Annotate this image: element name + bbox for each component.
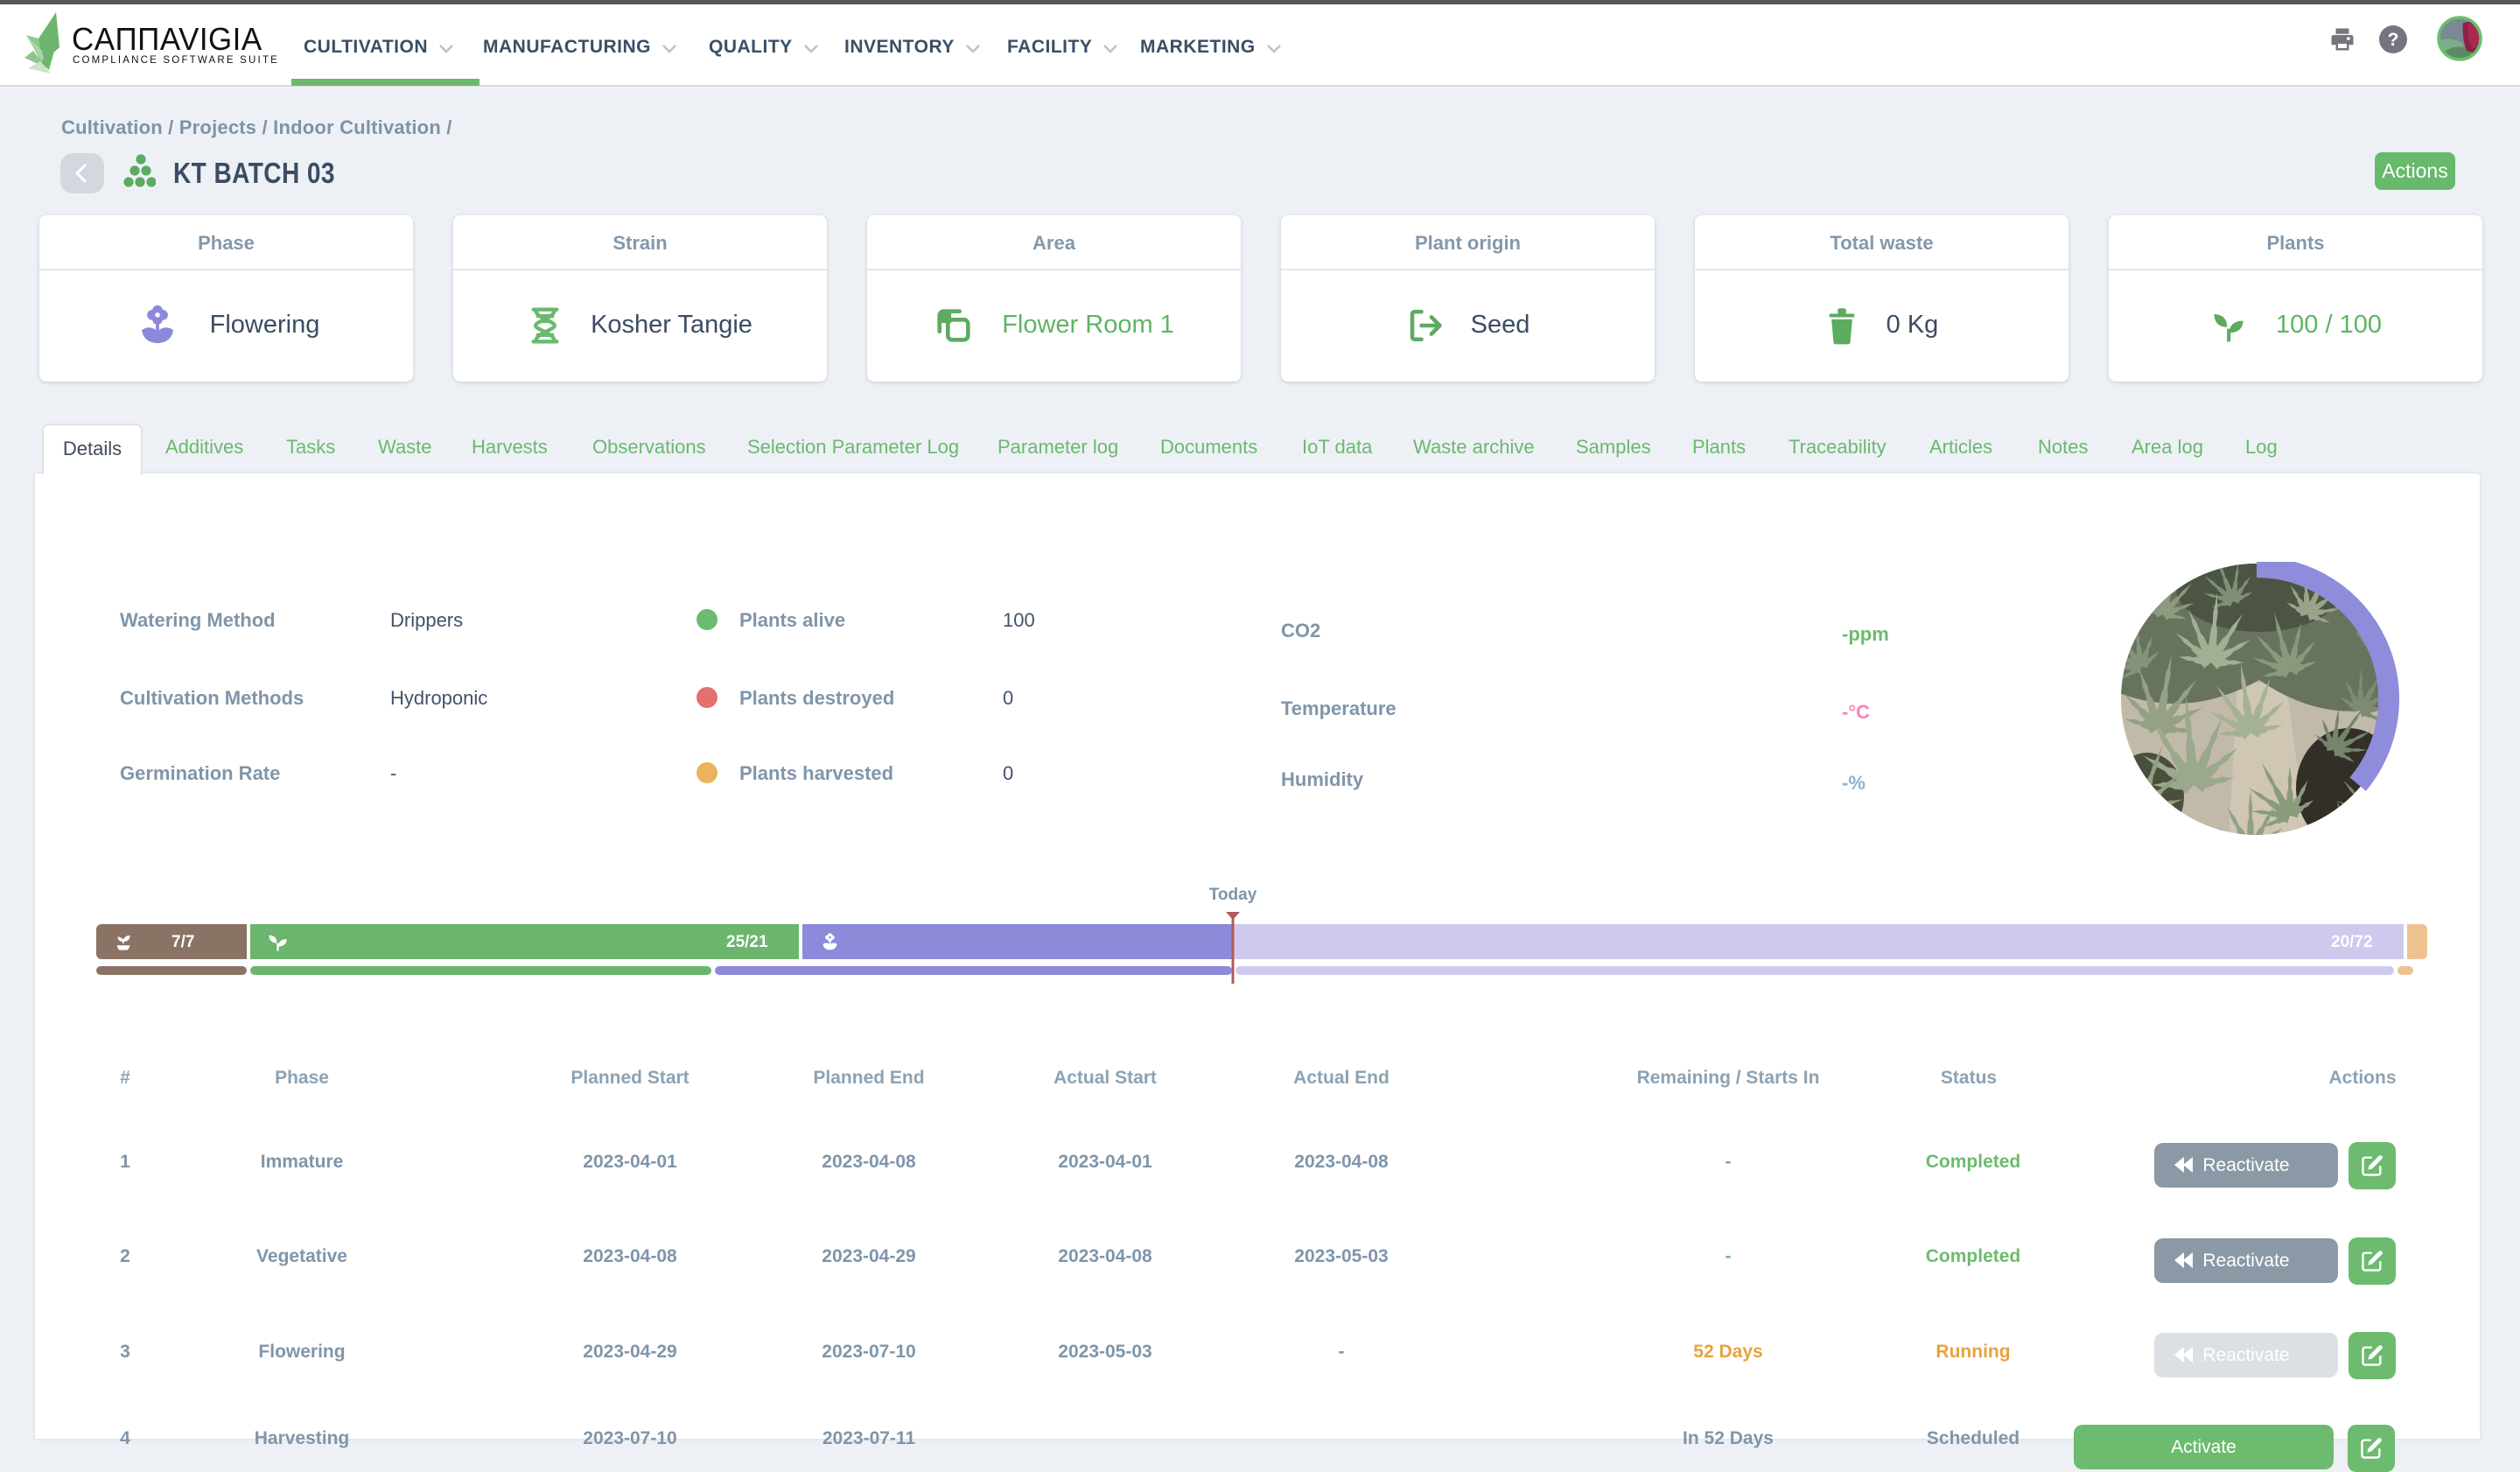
svg-text:?: ? [2388,30,2399,50]
